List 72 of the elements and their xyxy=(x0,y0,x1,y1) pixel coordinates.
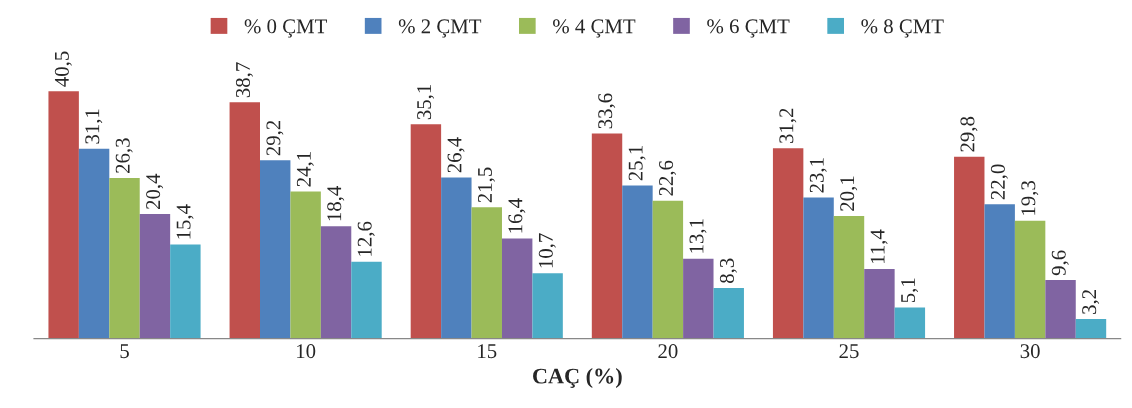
bar xyxy=(864,269,895,339)
bar xyxy=(170,244,201,339)
data-label: 10,7 xyxy=(538,233,556,268)
bar xyxy=(410,124,442,339)
data-label: 24,1 xyxy=(296,152,314,187)
bar xyxy=(591,133,623,339)
data-label: 31,1 xyxy=(85,109,103,144)
bar xyxy=(772,148,804,339)
bar xyxy=(351,261,382,339)
data-label: 22,6 xyxy=(659,160,677,196)
bar xyxy=(320,226,352,339)
bar xyxy=(984,204,1015,339)
data-label: 20,4 xyxy=(146,173,164,210)
data-label: 22,0 xyxy=(990,164,1008,200)
data-label: 20,1 xyxy=(840,176,858,211)
bar xyxy=(78,148,110,339)
x-tick-label: 20 xyxy=(658,344,678,359)
data-label: 25,1 xyxy=(628,146,646,181)
data-label: 33,6 xyxy=(598,93,616,129)
bar xyxy=(48,91,79,339)
bar xyxy=(833,215,865,339)
bar xyxy=(1045,280,1076,339)
data-label: 26,3 xyxy=(115,138,133,173)
data-label: 31,2 xyxy=(779,108,797,143)
data-label: 26,4 xyxy=(447,137,465,173)
bar xyxy=(803,197,834,339)
data-label: 9,6 xyxy=(1051,250,1069,276)
bar xyxy=(954,156,985,339)
data-label: 29,2 xyxy=(266,120,284,156)
bar xyxy=(1075,319,1107,339)
legend-label: % 8 ÇMT xyxy=(861,19,944,38)
data-label: 15,4 xyxy=(176,204,194,239)
x-axis-title: CAÇ (%) xyxy=(533,367,622,389)
bar xyxy=(139,214,171,339)
bar xyxy=(290,191,321,339)
data-label: 18,4 xyxy=(327,186,345,221)
bar xyxy=(894,307,926,339)
data-label: 16,4 xyxy=(508,198,526,233)
data-label: 29,8 xyxy=(960,116,978,152)
data-label: 5,1 xyxy=(901,278,919,303)
x-tick-label: 10 xyxy=(297,344,316,359)
bar xyxy=(652,200,684,339)
bar xyxy=(109,178,140,339)
data-label: 21,5 xyxy=(477,167,495,203)
legend-label: % 0 ÇMT xyxy=(244,19,327,38)
x-tick-label: 25 xyxy=(839,344,859,359)
bar xyxy=(532,273,563,339)
bar xyxy=(229,102,260,339)
bar xyxy=(622,185,653,339)
x-tick-label: 30 xyxy=(1020,344,1040,359)
x-tick-label: 15 xyxy=(478,344,497,359)
bar xyxy=(471,207,502,339)
legend-label: % 6 ÇMT xyxy=(707,19,790,38)
legend-label: % 4 ÇMT xyxy=(553,19,636,38)
data-label: 23,1 xyxy=(809,158,827,193)
bar xyxy=(501,238,533,339)
bar xyxy=(441,177,472,339)
data-label: 11,4 xyxy=(870,229,888,264)
data-label: 35,1 xyxy=(417,84,435,120)
x-tick-label: 5 xyxy=(120,344,129,359)
bar xyxy=(260,160,291,339)
bar xyxy=(683,258,714,339)
data-label: 3,2 xyxy=(1082,290,1100,314)
bar xyxy=(713,287,744,339)
data-label: 40,5 xyxy=(54,51,72,87)
bar xyxy=(1014,220,1046,339)
data-label: 38,7 xyxy=(235,62,253,98)
legend-label: % 2 ÇMT xyxy=(398,19,482,38)
data-label: 19,3 xyxy=(1021,180,1039,215)
data-label: 8,3 xyxy=(719,258,737,283)
data-label: 13,1 xyxy=(689,219,707,253)
data-label: 12,6 xyxy=(357,221,375,256)
